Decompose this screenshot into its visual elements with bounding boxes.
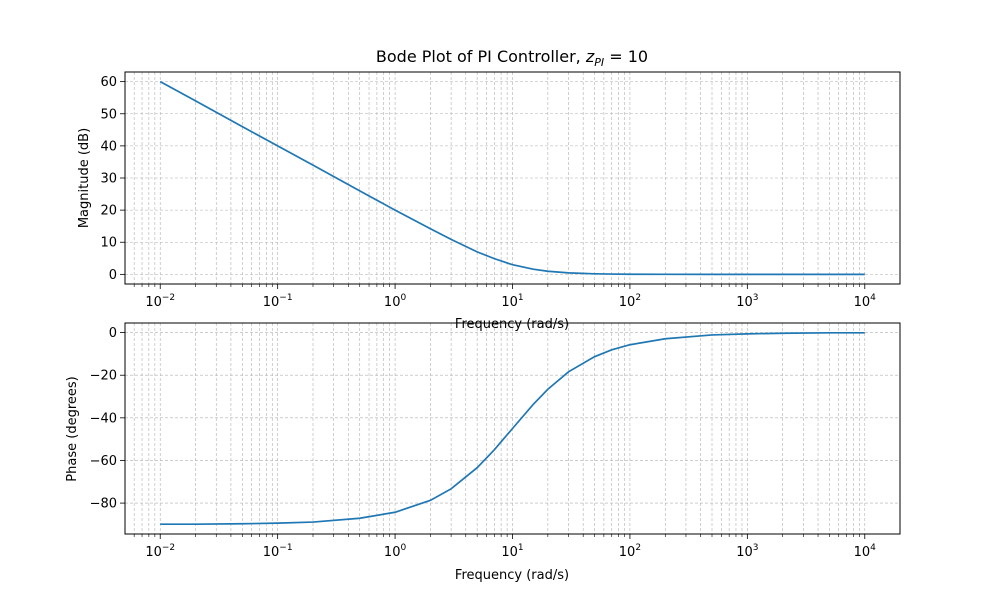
phase-plot: 10−2 10−1 100 101 102 103 104 −80 −60 −40 −20 0 Fre… [65, 322, 901, 583]
phase-response-line [160, 331, 865, 526]
phase-y-tick-label: −80 [90, 497, 117, 512]
magnitude-y-tick-label: 30 [100, 172, 117, 187]
magnitude-response-line [159, 80, 865, 276]
phase-y-tick-label: −20 [90, 369, 117, 384]
magnitude-plot: 10−2 10−1 100 101 102 103 104 0 10 20 30 40 50 60 Fre… [77, 71, 901, 332]
phase-y-tick-label: 0 [109, 326, 117, 341]
phase-grid [125, 323, 900, 534]
magnitude-x-tick-label: 100 [384, 293, 407, 310]
magnitude-y-tick-label: 0 [109, 268, 117, 283]
phase-x-tick-label: 10−2 [145, 543, 175, 560]
magnitude-x-tick-label: 104 [854, 293, 877, 310]
magnitude-y-tick-label: 50 [100, 107, 117, 122]
phase-x-axis-label: Frequency (rad/s) [455, 568, 569, 583]
phase-x-tick-label: 104 [854, 543, 877, 560]
magnitude-y-tick-label: 20 [100, 204, 117, 219]
chart-title: Bode Plot of PI Controller, zPI = 10 [376, 47, 648, 69]
magnitude-y-tick-label: 10 [100, 236, 117, 251]
magnitude-x-tick-label: 10−1 [263, 293, 293, 310]
phase-y-tick-label: −60 [90, 454, 117, 469]
phase-x-tick-label: 100 [384, 543, 407, 560]
magnitude-plot-frame [124, 71, 901, 285]
magnitude-x-tick-label: 101 [501, 293, 523, 310]
magnitude-x-tick-label: 10−2 [145, 293, 175, 310]
phase-curves [160, 331, 865, 526]
magnitude-curves [159, 80, 865, 276]
magnitude-y-tick-label: 40 [100, 139, 117, 154]
phase-x-tick-label: 10−1 [263, 543, 293, 560]
phase-y-axis-label: Phase (degrees) [65, 376, 80, 481]
phase-x-tick-label: 101 [501, 543, 523, 560]
magnitude-x-axis-label: Frequency (rad/s) [455, 317, 569, 332]
phase-x-tick-label: 102 [619, 543, 641, 560]
magnitude-x-tick-label: 103 [736, 293, 758, 310]
magnitude-x-tick-label: 102 [619, 293, 641, 310]
phase-x-tick-label: 103 [736, 543, 758, 560]
magnitude-grid [125, 72, 900, 284]
magnitude-y-tick-label: 60 [100, 75, 117, 90]
magnitude-y-axis-label: Magnitude (dB) [77, 128, 92, 228]
magnitude-ticks: 10−2 10−1 100 101 102 103 104 0 10 20 30 40 50 60 [100, 75, 876, 310]
phase-plot-frame [124, 322, 901, 535]
phase-y-tick-label: −40 [90, 411, 117, 426]
